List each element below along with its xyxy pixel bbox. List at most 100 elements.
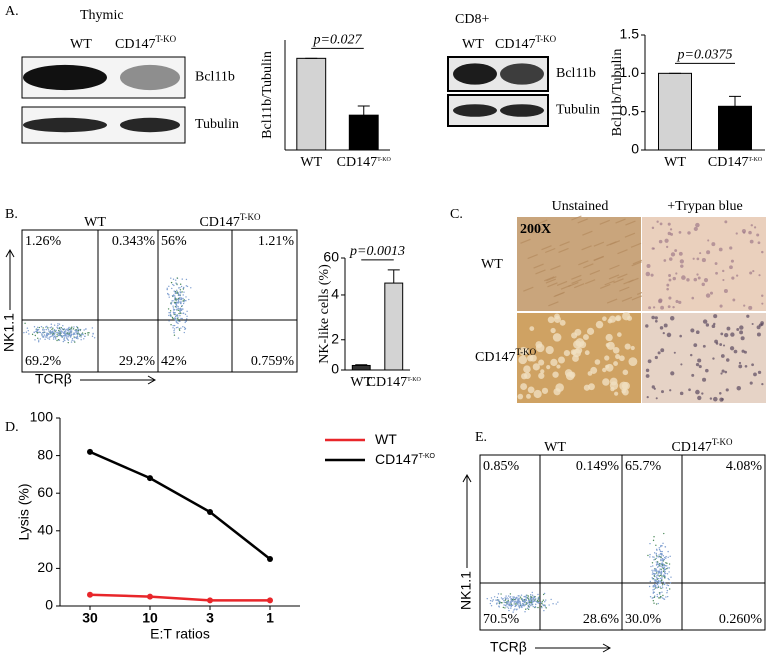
event-dot: [50, 323, 53, 325]
cell: [651, 247, 655, 250]
event-dot: [661, 560, 664, 562]
event-dot: [50, 326, 53, 328]
event-dot: [57, 338, 60, 341]
event-dot: [653, 574, 656, 576]
cell: [696, 257, 700, 261]
cell: [571, 332, 578, 339]
cell: [678, 300, 682, 304]
event-dot: [498, 605, 500, 607]
event-dot: [514, 603, 517, 605]
cell: [695, 330, 700, 335]
bar: [351, 364, 371, 371]
event-dot: [170, 303, 172, 305]
y-tick-label: 2: [331, 330, 339, 346]
legend-label: CD147T-KO: [375, 451, 435, 467]
cell: [555, 383, 564, 392]
event-dot: [505, 595, 507, 597]
cell: [657, 351, 661, 355]
event-dot: [670, 576, 672, 578]
cell: [663, 259, 667, 262]
event-dot: [654, 581, 656, 583]
event-dot: [663, 572, 666, 574]
bar: [658, 72, 692, 151]
cell: [753, 226, 757, 229]
event-dot: [66, 338, 69, 340]
x-tick-label: CD147T-KO: [367, 375, 422, 390]
legend-label-text: WT: [375, 431, 397, 447]
cell: [552, 333, 562, 342]
flow-frame: [21, 229, 298, 373]
cell: [583, 334, 589, 341]
event-dot: [647, 554, 649, 557]
event-dot: [171, 287, 173, 290]
event-dot: [662, 574, 665, 576]
event-dot: [503, 601, 506, 604]
cell: [701, 258, 706, 263]
lane-label-sup: T-KO: [535, 34, 556, 44]
event-dot: [658, 548, 661, 551]
event-dot: [666, 573, 669, 575]
cell: [617, 273, 628, 279]
legend-label-sup: T-KO: [419, 453, 436, 460]
event-dot: [669, 582, 672, 584]
event-dot: [47, 337, 49, 339]
error-bar: [729, 95, 741, 107]
event-dot: [669, 555, 671, 558]
event-dot: [71, 339, 73, 342]
event-dot: [55, 338, 57, 340]
x-tick-label: 10: [142, 610, 158, 626]
event-dot: [525, 608, 527, 610]
cell: [758, 323, 762, 327]
cell: [670, 316, 675, 321]
event-dot: [492, 599, 494, 601]
event-dot: [663, 558, 665, 561]
y-tick-label: 0: [631, 141, 639, 157]
event-dot: [47, 329, 50, 331]
y-tick-label: 40: [37, 522, 53, 538]
event-dot: [45, 334, 48, 337]
cell: [609, 264, 620, 270]
event-dot: [182, 300, 184, 302]
cell: [541, 387, 549, 394]
event-dot: [173, 311, 175, 314]
event-dot: [500, 593, 502, 595]
event-dot: [512, 597, 514, 600]
event-dot: [181, 291, 183, 293]
cell: [672, 276, 676, 281]
micrograph-row-label: CD147T-KO: [475, 347, 537, 365]
event-dot: [61, 328, 64, 330]
cell: [667, 305, 671, 309]
event-dot: [180, 327, 182, 329]
event-dot: [668, 578, 670, 581]
event-dot: [649, 542, 651, 545]
cell: [617, 249, 628, 255]
event-dot: [662, 594, 664, 597]
event-dot: [653, 570, 655, 572]
event-dot: [77, 332, 79, 335]
cell: [693, 226, 698, 232]
flow-x-label: TCRβ: [490, 639, 527, 655]
event-dot: [656, 587, 658, 589]
event-dot: [660, 556, 662, 559]
event-dot: [516, 598, 519, 600]
event-dot: [180, 309, 183, 312]
cell: [578, 260, 589, 266]
event-dot: [172, 283, 174, 286]
point: [87, 448, 93, 455]
event-dot: [169, 312, 172, 314]
event-dot: [665, 555, 667, 558]
event-dot: [185, 285, 188, 287]
event-dot: [70, 341, 73, 343]
event-dot: [664, 556, 666, 559]
event-dot: [660, 545, 662, 548]
event-dot: [663, 583, 666, 586]
event-dot: [51, 335, 53, 337]
cell: [729, 246, 733, 250]
event-dot: [176, 289, 178, 292]
event-dot: [173, 328, 176, 330]
event-dot: [515, 601, 518, 604]
cell: [693, 343, 698, 348]
blot-title: Thymic: [80, 8, 124, 23]
event-dot: [523, 601, 526, 604]
event-dot: [62, 340, 65, 343]
